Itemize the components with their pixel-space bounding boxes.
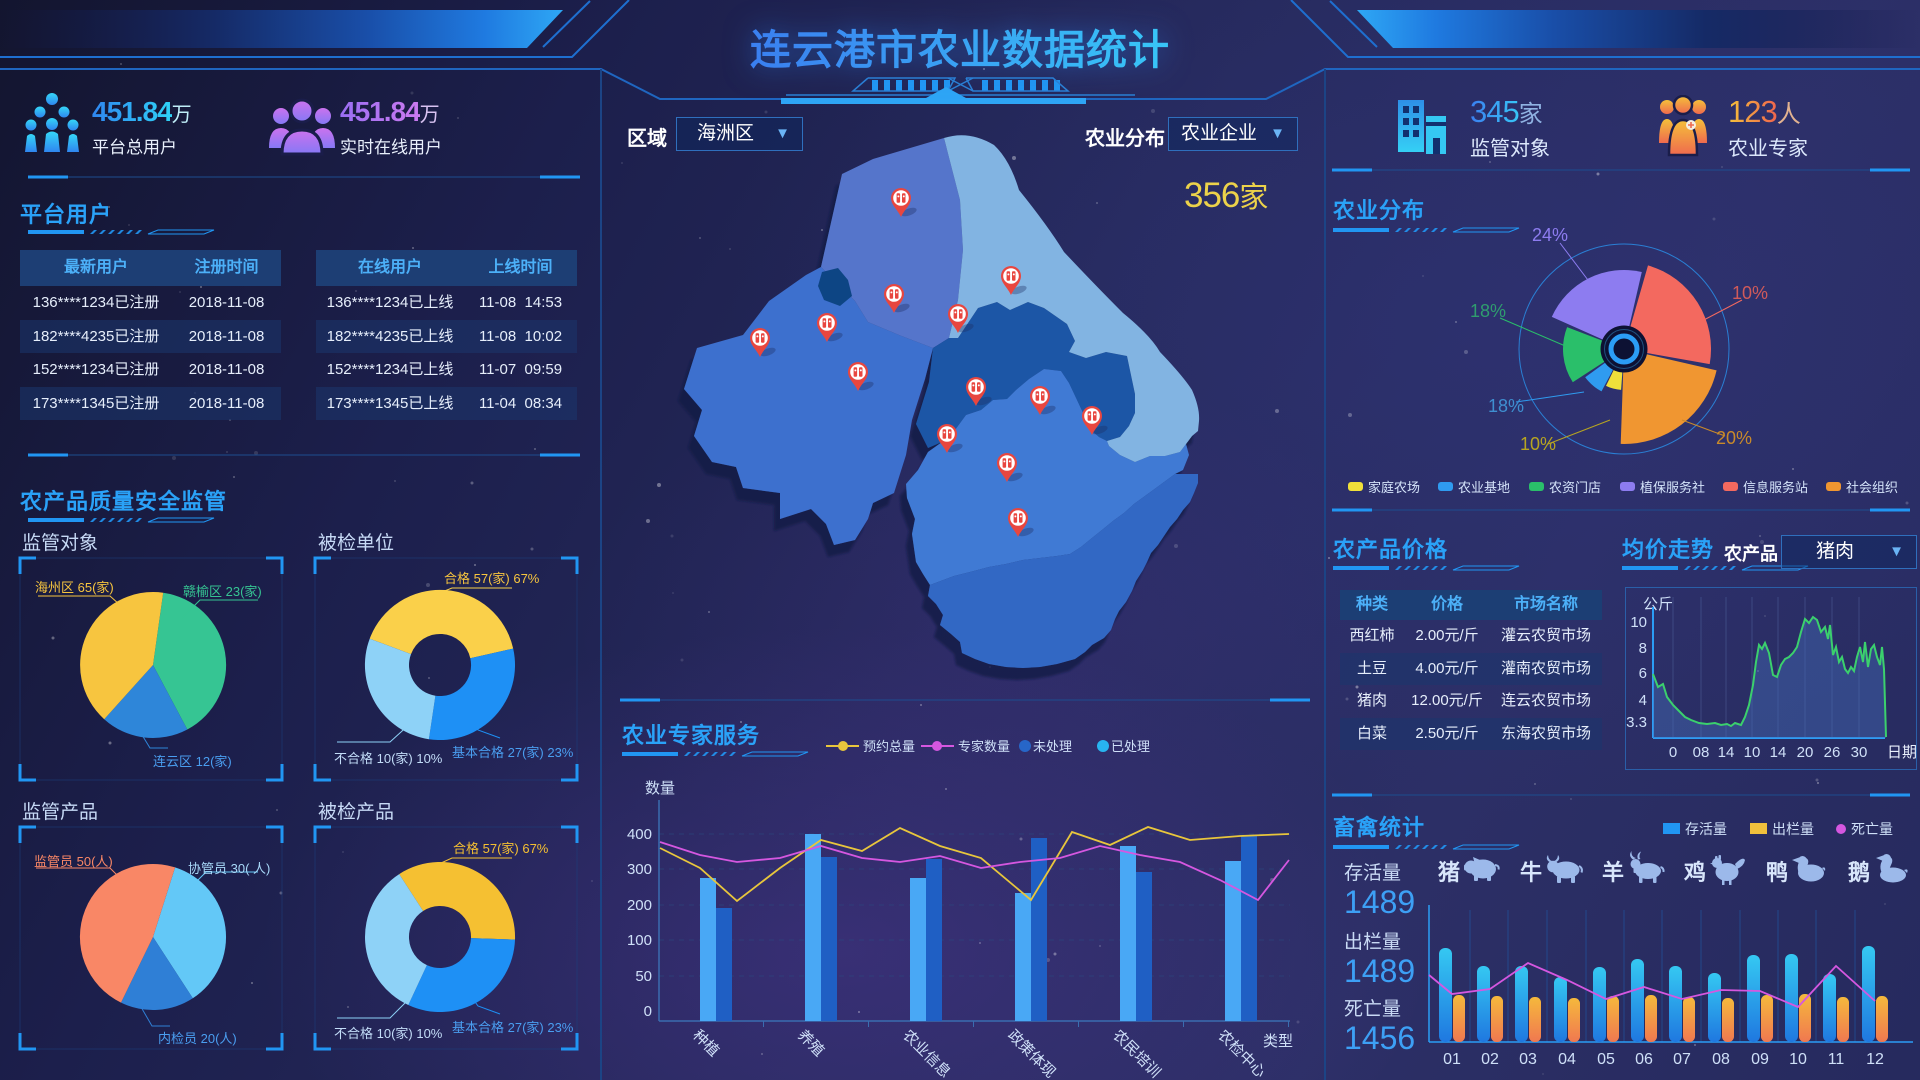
svg-text:专家数量: 专家数量 [958, 739, 1010, 754]
svg-text:农检中心: 农检中心 [1214, 1027, 1268, 1080]
svg-text:养殖: 养殖 [794, 1027, 827, 1060]
svg-text:300: 300 [627, 861, 652, 878]
svg-text:已处理: 已处理 [1111, 739, 1150, 754]
svg-text:100: 100 [627, 932, 652, 949]
svg-text:09: 09 [1751, 1051, 1769, 1068]
svg-text:10: 10 [1789, 1051, 1807, 1068]
svg-text:农民培训: 农民培训 [1109, 1027, 1163, 1080]
svg-text:10: 10 [1630, 614, 1647, 631]
svg-text:3.3: 3.3 [1626, 714, 1647, 731]
svg-text:鹅: 鹅 [1848, 860, 1870, 885]
svg-text:05: 05 [1597, 1051, 1615, 1068]
svg-text:06: 06 [1635, 1051, 1653, 1068]
svg-text:死亡量: 死亡量 [1851, 821, 1893, 837]
svg-text:猪: 猪 [1438, 860, 1460, 885]
svg-text:11: 11 [1828, 1051, 1845, 1068]
svg-text:鸭: 鸭 [1766, 860, 1788, 885]
svg-text:预约总量: 预约总量 [863, 739, 915, 754]
svg-text:日期: 日期 [1887, 744, 1917, 761]
svg-text:未处理: 未处理 [1033, 739, 1072, 754]
svg-text:出栏量: 出栏量 [1772, 821, 1814, 837]
svg-text:08: 08 [1712, 1051, 1730, 1068]
svg-text:30: 30 [1851, 744, 1868, 761]
svg-text:20: 20 [1797, 744, 1814, 761]
svg-text:0: 0 [644, 1003, 652, 1020]
svg-text:种植: 种植 [689, 1027, 722, 1060]
svg-text:8: 8 [1639, 640, 1647, 657]
svg-text:数量: 数量 [645, 780, 675, 797]
svg-text:信息服务站: 信息服务站 [1743, 480, 1808, 495]
svg-text:14: 14 [1718, 744, 1735, 761]
svg-text:类型: 类型 [1263, 1033, 1293, 1050]
svg-text:01: 01 [1443, 1051, 1461, 1068]
svg-text:14: 14 [1770, 744, 1787, 761]
svg-text:02: 02 [1481, 1051, 1499, 1068]
svg-text:6: 6 [1639, 665, 1647, 682]
svg-text:社会组织: 社会组织 [1846, 480, 1898, 495]
svg-text:牛: 牛 [1520, 860, 1542, 885]
svg-text:400: 400 [627, 826, 652, 843]
svg-text:农业基地: 农业基地 [1458, 480, 1510, 495]
svg-text:200: 200 [627, 897, 652, 914]
svg-text:0: 0 [1669, 744, 1677, 761]
svg-text:植保服务社: 植保服务社 [1640, 480, 1705, 495]
svg-text:4: 4 [1639, 692, 1647, 709]
svg-text:07: 07 [1673, 1051, 1691, 1068]
svg-text:政策体现: 政策体现 [1004, 1027, 1058, 1080]
svg-text:26: 26 [1824, 744, 1841, 761]
svg-text:10: 10 [1744, 744, 1761, 761]
svg-text:存活量: 存活量 [1685, 821, 1727, 837]
svg-text:羊: 羊 [1602, 860, 1624, 885]
svg-text:12: 12 [1866, 1051, 1884, 1068]
svg-text:04: 04 [1558, 1051, 1576, 1068]
svg-text:农业信息: 农业信息 [899, 1027, 953, 1080]
svg-text:鸡: 鸡 [1683, 860, 1706, 885]
svg-text:03: 03 [1519, 1051, 1537, 1068]
svg-text:家庭农场: 家庭农场 [1368, 480, 1420, 495]
svg-text:50: 50 [635, 968, 652, 985]
svg-text:08: 08 [1693, 744, 1710, 761]
svg-text:农资门店: 农资门店 [1549, 480, 1601, 495]
svg-text:公斤: 公斤 [1643, 596, 1673, 613]
